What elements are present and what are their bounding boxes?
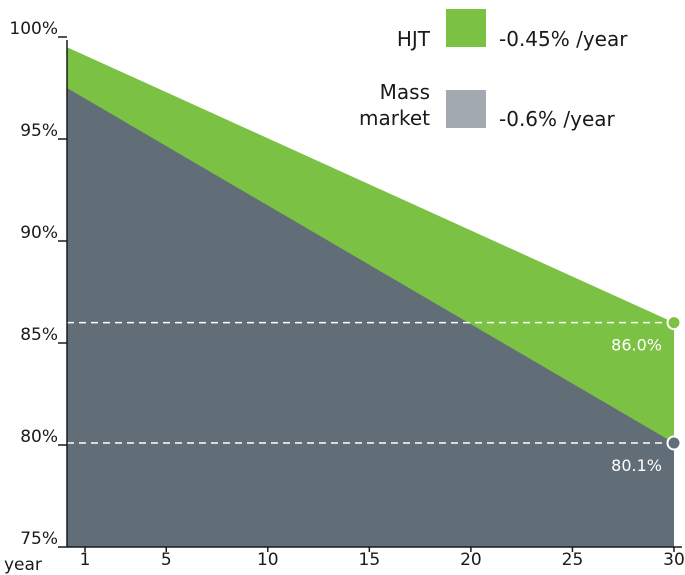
x-tick-label: 1 (80, 550, 91, 570)
reference-lines (67, 321, 674, 444)
legend-hjt-swatch (446, 9, 486, 47)
legend-hjt-rate: -0.45% /year (499, 27, 628, 51)
legend-hjt-name: HJT (397, 27, 431, 51)
y-tick-label: 95% (20, 121, 58, 141)
end-markers: 86.0% 80.1% (611, 315, 682, 475)
x-tick-label: 25 (562, 550, 584, 570)
mass-market-end-marker (666, 435, 682, 451)
y-tick-label: 100% (9, 19, 58, 39)
mass-market-end-label: 80.1% (611, 456, 662, 475)
area-layer (67, 47, 674, 547)
y-tick-label: 80% (20, 427, 58, 447)
hjt-end-label: 86.0% (611, 336, 662, 355)
legend-mass-rate: -0.6% /year (499, 107, 616, 131)
x-tick-label: 10 (257, 550, 279, 570)
y-tick-label: 90% (20, 223, 58, 243)
y-tick-label: 75% (20, 529, 58, 549)
legend: HJT -0.45% /year Mass market -0.6% /year (359, 9, 628, 131)
x-tick-label: 30 (663, 550, 685, 570)
hjt-end-marker (666, 315, 682, 331)
x-tick-label: 15 (359, 550, 381, 570)
axes (66, 40, 682, 548)
x-tick-label: 20 (460, 550, 482, 570)
legend-mass-name-line2: market (359, 106, 430, 130)
legend-mass-swatch (446, 90, 486, 128)
x-axis-label: year (4, 555, 42, 575)
x-tick-label: 5 (161, 550, 172, 570)
mass-market-area (67, 88, 674, 547)
y-axis-ticks: 100% 95% 90% 85% 80% 75% (9, 19, 67, 549)
legend-mass-name-line1: Mass (380, 80, 430, 104)
y-tick-label: 85% (20, 325, 58, 345)
